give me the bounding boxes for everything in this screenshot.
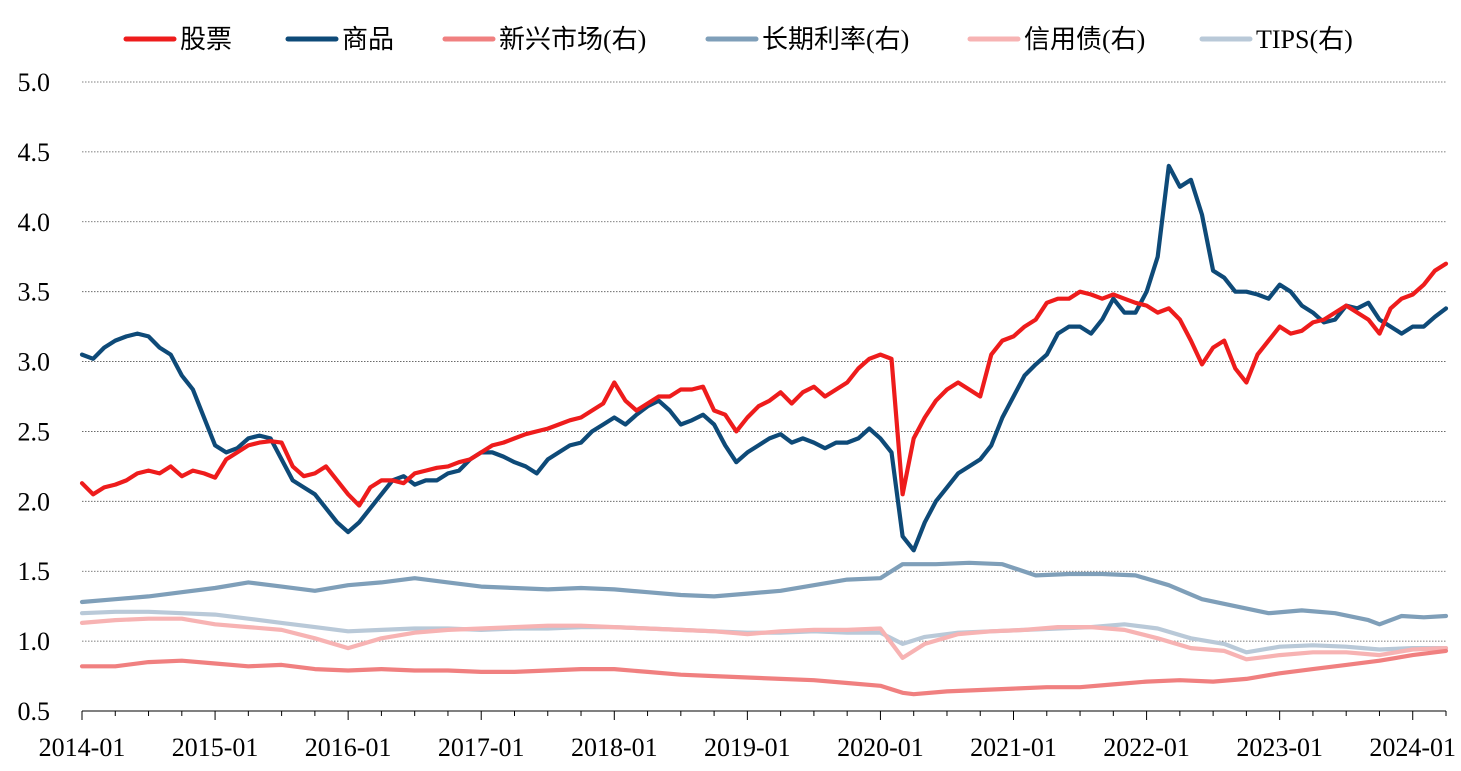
legend-label-1: 商品 xyxy=(342,25,394,54)
series-line-3 xyxy=(79,560,1449,627)
legend-label-0: 股票 xyxy=(180,25,232,54)
y-tick-label: 1.0 xyxy=(18,627,51,656)
series-lines xyxy=(79,163,1449,697)
x-tick-label: 2017-01 xyxy=(438,733,525,762)
legend: 股票 商品 新兴市场(右) 长期利率(右) 信用债(右) TIPS(右) xyxy=(123,25,1353,54)
series-line-0 xyxy=(79,261,1449,508)
x-tick-label: 2021-01 xyxy=(970,733,1057,762)
legend-label-3: 长期利率(右) xyxy=(762,25,909,54)
series-line-1 xyxy=(79,163,1449,553)
y-tick-label: 3.0 xyxy=(18,348,51,377)
y-tick-label: 0.5 xyxy=(18,697,51,726)
x-tick-label: 2023-01 xyxy=(1236,733,1323,762)
x-tick-label: 2018-01 xyxy=(571,733,658,762)
x-tick-label: 2014-01 xyxy=(39,733,126,762)
y-tick-label: 4.0 xyxy=(18,208,51,237)
legend-label-4: 信用债(右) xyxy=(1024,25,1145,54)
y-tick-label: 1.5 xyxy=(18,557,51,586)
x-tick-label: 2019-01 xyxy=(704,733,791,762)
legend-label-2: 新兴市场(右) xyxy=(499,25,646,54)
legend-label-5: TIPS(右) xyxy=(1256,25,1353,54)
axes: 0.5 1.0 1.5 2.0 2.5 3.0 3.5 4.0 4.5 5.0 2014-01 201… xyxy=(18,68,1457,762)
y-tick-label: 2.5 xyxy=(18,417,51,446)
series-line-2 xyxy=(79,648,1449,697)
y-tick-label: 4.5 xyxy=(18,138,51,167)
gridlines xyxy=(82,81,1446,642)
x-tick-label: 2016-01 xyxy=(305,733,392,762)
x-tick-label: 2022-01 xyxy=(1103,733,1190,762)
series-line-4 xyxy=(79,616,1449,662)
y-tick-label: 2.0 xyxy=(18,487,51,516)
x-tick-label: 2024-01 xyxy=(1369,733,1456,762)
x-tick-label: 2015-01 xyxy=(172,733,259,762)
y-tick-label: 3.5 xyxy=(18,278,51,307)
x-tick-label: 2020-01 xyxy=(837,733,924,762)
y-tick-label: 5.0 xyxy=(18,68,51,97)
